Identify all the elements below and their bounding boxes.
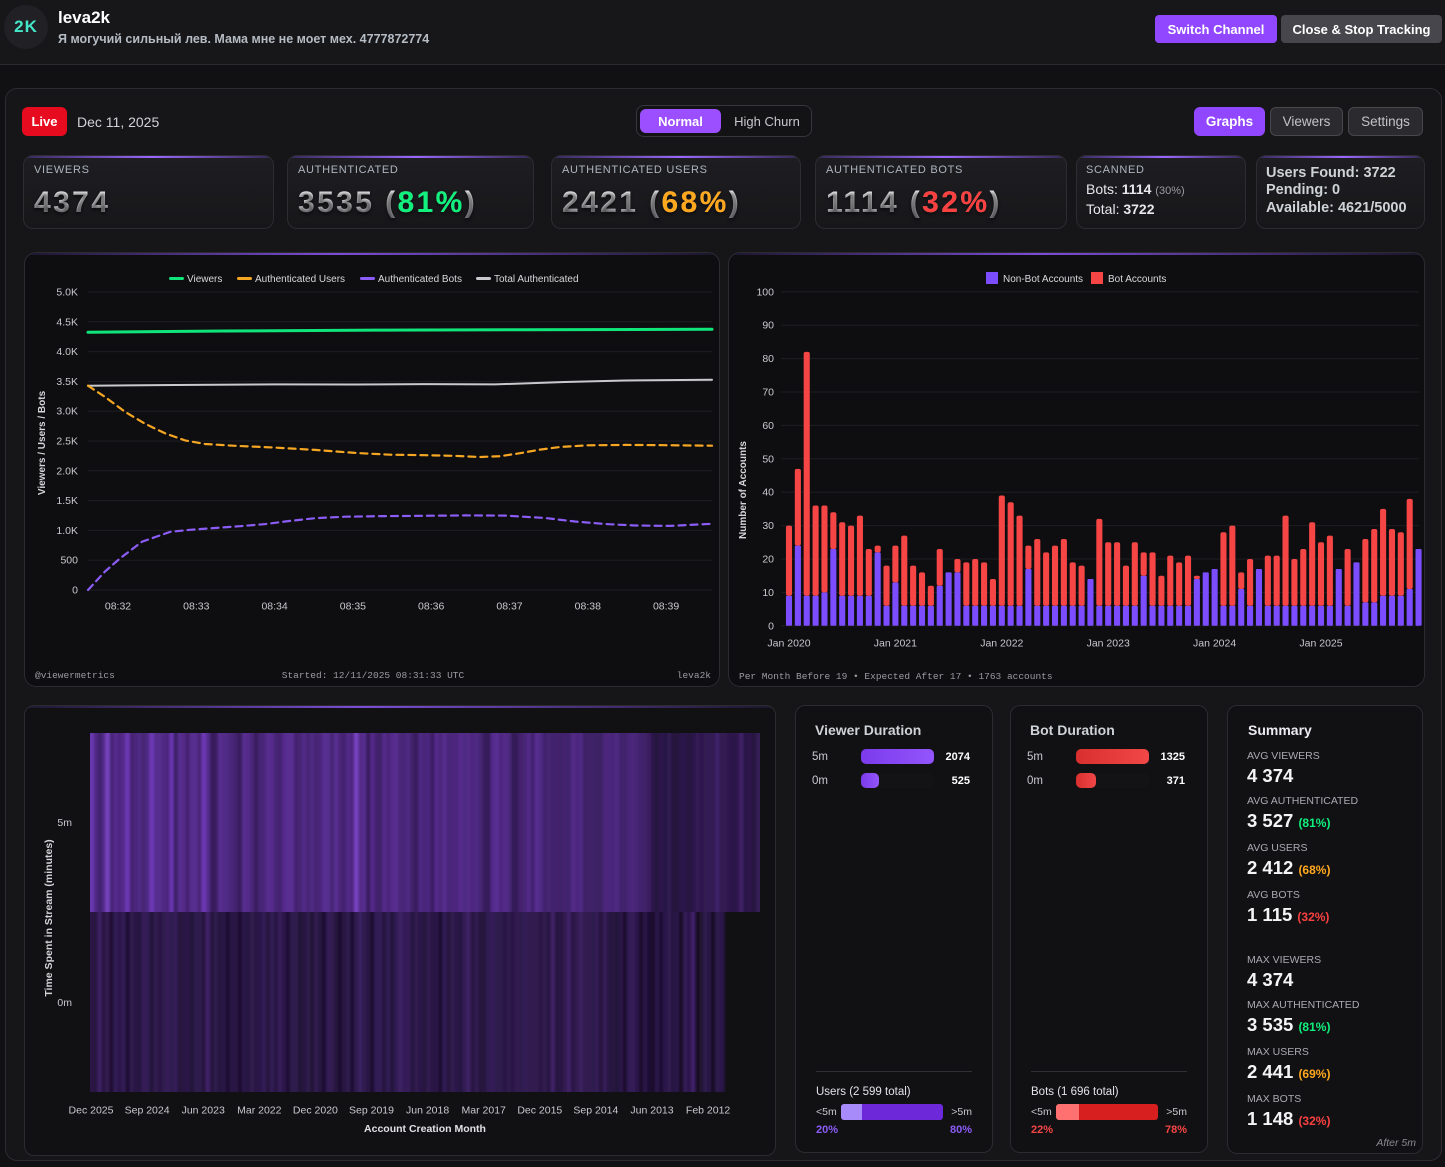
svg-text:70: 70 (762, 387, 774, 399)
svg-text:Started: 12/11/2025 08:31:33 U: Started: 12/11/2025 08:31:33 UTC (282, 670, 465, 681)
svg-text:Jan 2025: Jan 2025 (1299, 638, 1342, 650)
svg-text:50: 50 (762, 453, 774, 465)
svg-text:0m: 0m (57, 997, 72, 1009)
svg-text:5m: 5m (57, 817, 72, 829)
svg-text:500: 500 (60, 555, 78, 567)
svg-text:Jan 2024: Jan 2024 (1193, 638, 1236, 650)
svg-text:Per Month Before 19 • Expected: Per Month Before 19 • Expected After 17 … (739, 671, 1053, 682)
svg-text:5.0K: 5.0K (56, 287, 78, 299)
svg-text:08:36: 08:36 (418, 601, 444, 613)
svg-text:Jan 2023: Jan 2023 (1087, 638, 1130, 650)
svg-text:90: 90 (762, 320, 774, 332)
svg-text:80: 80 (762, 353, 774, 365)
svg-text:08:39: 08:39 (653, 601, 679, 613)
svg-text:Viewers: Viewers (187, 274, 222, 285)
svg-text:Total Authenticated: Total Authenticated (494, 274, 579, 285)
svg-text:100: 100 (756, 286, 774, 298)
svg-text:leva2k: leva2k (677, 670, 712, 681)
svg-text:Feb 2012: Feb 2012 (686, 1105, 731, 1117)
svg-text:3.5K: 3.5K (56, 376, 78, 388)
svg-text:Non-Bot Accounts: Non-Bot Accounts (1003, 274, 1083, 285)
svg-text:@viewermetrics: @viewermetrics (35, 670, 115, 681)
svg-text:Dec 2025: Dec 2025 (69, 1105, 114, 1117)
svg-text:08:32: 08:32 (105, 601, 131, 613)
svg-text:0: 0 (768, 620, 774, 632)
svg-text:4.0K: 4.0K (56, 346, 78, 358)
svg-text:08:38: 08:38 (575, 601, 601, 613)
svg-text:Jan 2020: Jan 2020 (767, 638, 810, 650)
svg-text:Jan 2022: Jan 2022 (980, 638, 1023, 650)
svg-text:Time Spent in Stream (minutes): Time Spent in Stream (minutes) (43, 839, 55, 996)
svg-text:Viewers / Users / Bots: Viewers / Users / Bots (37, 390, 48, 495)
svg-text:Authenticated Users: Authenticated Users (255, 274, 345, 285)
svg-text:4.5K: 4.5K (56, 316, 78, 328)
svg-text:Jun 2023: Jun 2023 (182, 1105, 225, 1117)
svg-text:0: 0 (72, 585, 78, 597)
svg-text:Account Creation Month: Account Creation Month (364, 1123, 486, 1135)
svg-text:10: 10 (762, 587, 774, 599)
svg-text:Dec 2020: Dec 2020 (293, 1105, 338, 1117)
svg-text:1.5K: 1.5K (56, 495, 78, 507)
svg-text:20: 20 (762, 554, 774, 566)
svg-text:08:35: 08:35 (340, 601, 366, 613)
svg-text:Number of Accounts: Number of Accounts (738, 441, 749, 539)
svg-text:2.5K: 2.5K (56, 436, 78, 448)
svg-text:Sep 2014: Sep 2014 (573, 1105, 618, 1117)
svg-text:Bot Accounts: Bot Accounts (1108, 274, 1166, 285)
svg-text:Sep 2019: Sep 2019 (349, 1105, 394, 1117)
svg-text:Jun 2018: Jun 2018 (406, 1105, 449, 1117)
svg-text:3.0K: 3.0K (56, 406, 78, 418)
svg-text:60: 60 (762, 420, 774, 432)
svg-text:08:37: 08:37 (496, 601, 522, 613)
svg-text:2.0K: 2.0K (56, 465, 78, 477)
svg-text:Jan 2021: Jan 2021 (874, 638, 917, 650)
svg-text:30: 30 (762, 520, 774, 532)
svg-text:08:33: 08:33 (183, 601, 209, 613)
svg-text:40: 40 (762, 487, 774, 499)
svg-text:Mar 2017: Mar 2017 (462, 1105, 507, 1117)
svg-text:1.0K: 1.0K (56, 525, 78, 537)
svg-text:Authenticated Bots: Authenticated Bots (378, 274, 462, 285)
svg-text:08:34: 08:34 (261, 601, 287, 613)
svg-text:Dec 2015: Dec 2015 (517, 1105, 562, 1117)
svg-text:Jun 2013: Jun 2013 (630, 1105, 673, 1117)
svg-text:Mar 2022: Mar 2022 (237, 1105, 282, 1117)
svg-text:Sep 2024: Sep 2024 (125, 1105, 170, 1117)
